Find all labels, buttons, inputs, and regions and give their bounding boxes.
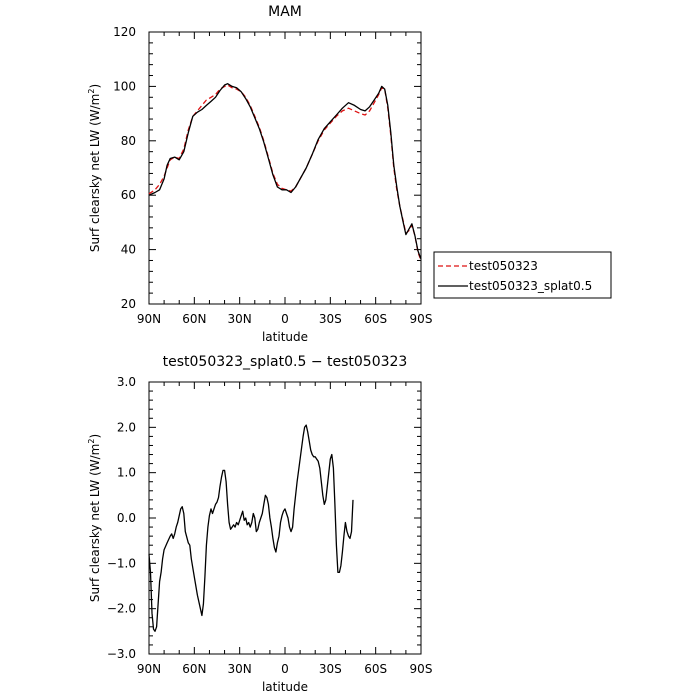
legend: test050323 test050323_splat0.5: [433, 251, 612, 299]
x-tick-label: 30N: [228, 662, 252, 676]
y-axis-label-end: ): [88, 84, 102, 89]
x-tick-label: 60N: [182, 662, 206, 676]
y-tick-label: 1.0: [117, 466, 136, 480]
y-tick-label: 0.0: [117, 511, 136, 525]
y-tick-label: 20: [121, 297, 136, 311]
y-tick-label: 100: [113, 79, 136, 93]
chart-title: test050323_splat0.5 − test050323: [163, 354, 408, 370]
y-tick-label: 40: [121, 243, 136, 257]
y-tick-label: 3.0: [117, 375, 136, 389]
y-tick-label: 80: [121, 134, 136, 148]
x-tick-label: 90S: [410, 312, 433, 326]
x-tick-label: 30N: [228, 312, 252, 326]
y-axis-label-end: ): [88, 434, 102, 439]
y-axis-label: Surf clearsky net LW (W/m2): [87, 84, 102, 252]
legend-box: [433, 251, 612, 299]
x-axis-label: latitude: [262, 330, 308, 344]
plot-frame: [148, 381, 422, 655]
y-tick-label: 2.0: [117, 420, 136, 434]
y-axis-label-sup: 2: [87, 89, 96, 94]
x-tick-label: 90N: [137, 662, 161, 676]
y-tick-label: −2.0: [107, 602, 136, 616]
x-tick-label: 60S: [364, 662, 387, 676]
legend-label: test050323: [469, 259, 538, 273]
y-tick-label: 60: [121, 188, 136, 202]
x-tick-label: 0: [281, 662, 289, 676]
x-axis-label: latitude: [262, 680, 308, 694]
y-tick-label: 120: [113, 25, 136, 39]
y-axis-label-main: Surf clearsky net LW (W/m: [88, 94, 102, 253]
chart-title: MAM: [268, 4, 302, 20]
legend-label: test050323_splat0.5: [469, 279, 592, 293]
series-line-test050323-splat0-5: [148, 83, 422, 260]
y-tick-label: −3.0: [107, 647, 136, 661]
x-tick-label: 0: [281, 312, 289, 326]
y-axis-label-sup: 2: [87, 439, 96, 444]
series-line-difference: [148, 424, 354, 632]
y-axis-label: Surf clearsky net LW (W/m2): [87, 434, 102, 602]
x-tick-label: 60N: [182, 312, 206, 326]
x-tick-label: 30S: [319, 312, 342, 326]
x-tick-label: 60S: [364, 312, 387, 326]
x-tick-label: 90S: [410, 662, 433, 676]
top-panel: MAM 90N 60N 30N 0 30S 60S 90S 20 40 60 80 100 120 lati…: [87, 4, 432, 344]
plot-frame: [148, 31, 422, 305]
y-tick-label: −1.0: [107, 556, 136, 570]
bottom-panel: test050323_splat0.5 − test050323 90N 60N 30…: [87, 354, 432, 694]
x-tick-label: 30S: [319, 662, 342, 676]
series-line-test050323: [148, 84, 422, 261]
x-tick-label: 90N: [137, 312, 161, 326]
y-axis-label-main: Surf clearsky net LW (W/m: [88, 444, 102, 603]
